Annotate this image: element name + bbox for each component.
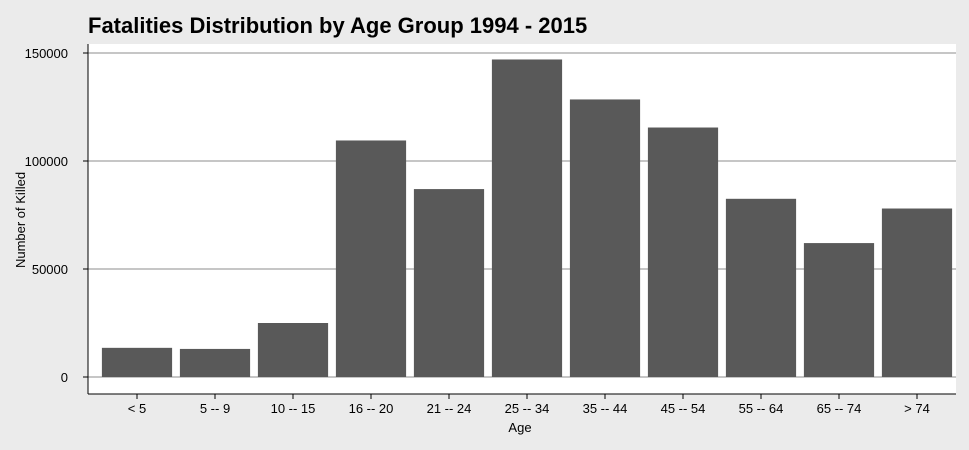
y-tick-label: 0 (61, 370, 68, 385)
bar (569, 99, 641, 377)
x-tick-label: 25 -- 34 (505, 401, 550, 416)
bar (101, 347, 173, 377)
x-tick-label: 10 -- 15 (271, 401, 316, 416)
bar (803, 243, 875, 377)
x-tick-label: 35 -- 44 (583, 401, 628, 416)
bar (491, 59, 563, 377)
bar (257, 323, 329, 377)
x-tick-label: 55 -- 64 (739, 401, 784, 416)
x-tick-label: > 74 (904, 401, 930, 416)
x-tick-label: 21 -- 24 (427, 401, 472, 416)
y-tick-label: 50000 (32, 262, 68, 277)
chart-title: Fatalities Distribution by Age Group 199… (88, 13, 587, 38)
x-axis-title: Age (508, 420, 531, 435)
bar (881, 208, 953, 377)
bars (101, 59, 953, 378)
x-tick-label: 16 -- 20 (349, 401, 394, 416)
x-tick-label: 5 -- 9 (200, 401, 230, 416)
x-tick-label: 65 -- 74 (817, 401, 862, 416)
bar (647, 127, 719, 378)
bar (413, 189, 485, 377)
y-axis-title: Number of Killed (13, 172, 28, 268)
tick-labels: 0 50000 100000 150000 < 5 5 -- 9 10 -- 15 16 --… (25, 46, 930, 416)
x-tick-label: < 5 (128, 401, 146, 416)
y-tick-label: 150000 (25, 46, 68, 61)
y-tick-label: 100000 (25, 154, 68, 169)
bar (179, 348, 251, 377)
axes (83, 44, 956, 399)
bar (335, 140, 407, 377)
bar (725, 198, 797, 377)
x-tick-label: 45 -- 54 (661, 401, 706, 416)
